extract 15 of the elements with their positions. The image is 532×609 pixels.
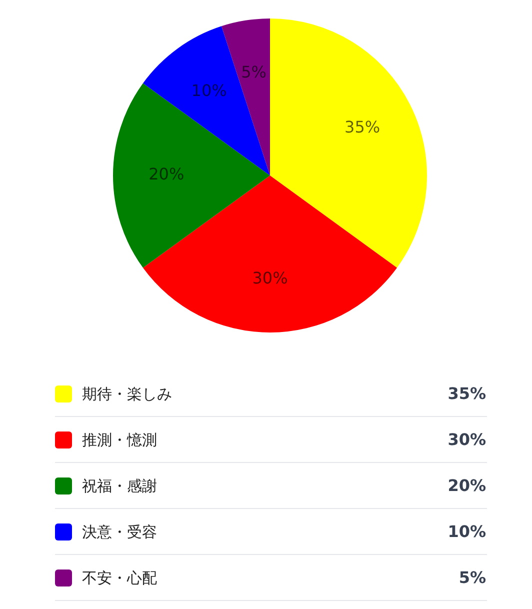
text: 5% [458,568,486,588]
text: 30% [448,430,486,450]
text: 20% [448,476,486,496]
legend-label: 決意・受容 [82,522,157,541]
text: 35% [448,384,486,404]
data-label: 5% [241,62,266,82]
legend-label: 期待・楽しみ [82,384,172,403]
text: 10% [448,522,486,542]
legend-label: 不安・心配 [82,568,157,587]
data-label: 10% [191,80,227,100]
legend-label: 祝福・感謝 [82,476,157,495]
legend-label: 推測・憶測 [82,430,157,449]
data-label: 30% [252,268,288,288]
data-label: 20% [148,164,184,184]
data-label: 35% [344,118,380,137]
